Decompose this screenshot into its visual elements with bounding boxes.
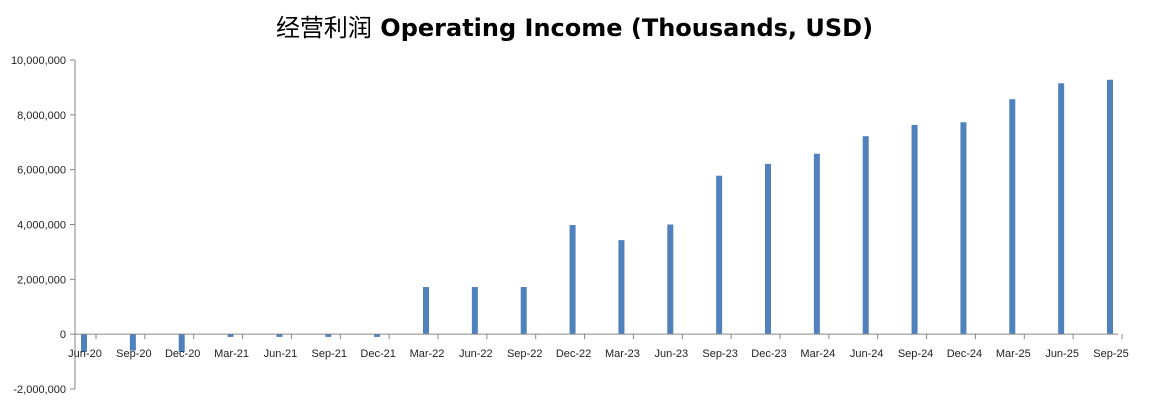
x-tick-label: Dec-21 [360, 348, 395, 360]
x-tick-label: Jun-23 [654, 348, 688, 360]
x-tick-label: Mar-24 [800, 348, 835, 360]
x-tick-label: Mar-25 [996, 348, 1031, 360]
bar [618, 240, 625, 335]
bar [667, 224, 674, 335]
x-tick-label: Dec-24 [947, 348, 982, 360]
bar [471, 287, 478, 335]
bar [1058, 83, 1065, 335]
x-tick-label: Jun-22 [459, 348, 493, 360]
bar [716, 175, 723, 335]
chart-title-en: Operating Income (Thousands, USD) [380, 14, 874, 42]
x-tick-label: Mar-23 [605, 348, 640, 360]
x-tick-label: Dec-22 [556, 348, 591, 360]
x-tick-label: Jun-24 [850, 348, 884, 360]
y-tick-label: 4,000,000 [17, 220, 66, 232]
y-tick-label: 6,000,000 [17, 165, 66, 177]
bar [423, 287, 429, 335]
x-tick-label: Mar-22 [410, 348, 445, 360]
x-tick-label: Sep-25 [1093, 348, 1128, 360]
x-tick-label: Sep-21 [312, 348, 347, 360]
y-tick-label: 10,000,000 [11, 55, 66, 67]
x-tick-label: Dec-23 [751, 348, 786, 360]
bar [960, 122, 967, 335]
x-tick-label: Sep-24 [898, 348, 933, 360]
x-tick-label: Jun-21 [264, 348, 298, 360]
x-tick-label: Jun-20 [68, 348, 102, 360]
x-tick-label: Jun-25 [1045, 348, 1079, 360]
bar [569, 225, 576, 335]
x-tick-label: Mar-21 [214, 348, 249, 360]
bar [325, 334, 332, 337]
bar [813, 153, 820, 335]
bar [765, 163, 771, 335]
chart-title: 经营利润 Operating Income (Thousands, USD) [0, 8, 1149, 43]
y-tick-label: -2,000,000 [13, 384, 66, 396]
bar [81, 334, 87, 352]
bars [81, 79, 1113, 352]
bar [276, 334, 283, 337]
bar [178, 334, 185, 352]
bar [862, 136, 869, 335]
y-tick-label: 8,000,000 [17, 110, 66, 122]
y-axis: -2,000,000 0 2,000,000 4,000,000 6,000,000 8,… [11, 55, 76, 396]
x-tick-label: Dec-20 [165, 348, 200, 360]
bar [911, 124, 918, 335]
y-tick-label: 2,000,000 [17, 274, 66, 286]
x-tick-label: Sep-22 [507, 348, 542, 360]
bar [520, 287, 527, 335]
bar [1107, 79, 1113, 335]
y-tick-label: 0 [60, 329, 66, 341]
bar [227, 334, 234, 337]
bar [129, 334, 136, 351]
x-tick-label: Sep-23 [702, 348, 737, 360]
x-axis: Jun-20 Sep-20 Dec-20 Mar-21 Jun-21 Sep-21 Dec-… [68, 333, 1129, 360]
chart-title-cn: 经营利润 [275, 14, 372, 42]
bar [374, 334, 381, 337]
x-tick-label: Sep-20 [116, 348, 151, 360]
bar [1009, 99, 1016, 335]
